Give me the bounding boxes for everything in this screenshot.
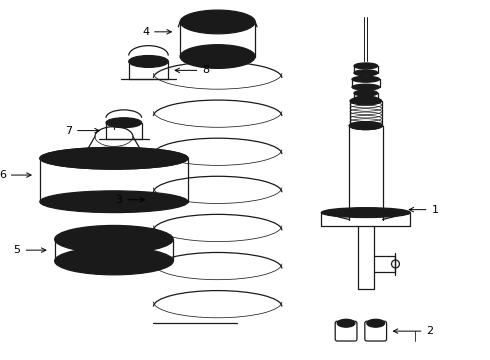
Ellipse shape	[367, 319, 385, 327]
Ellipse shape	[354, 70, 378, 76]
Ellipse shape	[40, 147, 188, 169]
Text: 7: 7	[65, 126, 99, 136]
Text: 6: 6	[0, 170, 31, 180]
Polygon shape	[321, 220, 410, 226]
Text: 5: 5	[14, 245, 46, 255]
Text: 2: 2	[393, 326, 434, 336]
Ellipse shape	[82, 149, 146, 167]
Ellipse shape	[350, 97, 382, 105]
Ellipse shape	[354, 90, 378, 96]
Ellipse shape	[349, 122, 383, 130]
Ellipse shape	[40, 191, 188, 213]
Ellipse shape	[350, 122, 382, 130]
Ellipse shape	[55, 247, 173, 275]
FancyBboxPatch shape	[335, 321, 357, 341]
FancyBboxPatch shape	[365, 321, 387, 341]
Ellipse shape	[180, 10, 255, 34]
Ellipse shape	[106, 118, 142, 128]
Ellipse shape	[321, 208, 410, 217]
Polygon shape	[358, 226, 374, 289]
Ellipse shape	[190, 13, 245, 31]
Ellipse shape	[40, 147, 188, 169]
Text: 3: 3	[115, 195, 145, 205]
Ellipse shape	[180, 45, 255, 68]
Ellipse shape	[352, 76, 380, 82]
Ellipse shape	[129, 55, 168, 67]
Text: 1: 1	[409, 204, 439, 215]
Circle shape	[110, 158, 118, 166]
Circle shape	[154, 158, 162, 166]
Polygon shape	[374, 256, 395, 272]
Ellipse shape	[354, 63, 378, 69]
Text: 4: 4	[142, 27, 172, 37]
Ellipse shape	[55, 225, 173, 253]
Text: 8: 8	[175, 66, 209, 75]
Polygon shape	[349, 126, 383, 220]
Circle shape	[66, 158, 74, 166]
Ellipse shape	[352, 84, 380, 90]
Ellipse shape	[354, 96, 378, 102]
Ellipse shape	[337, 319, 355, 327]
